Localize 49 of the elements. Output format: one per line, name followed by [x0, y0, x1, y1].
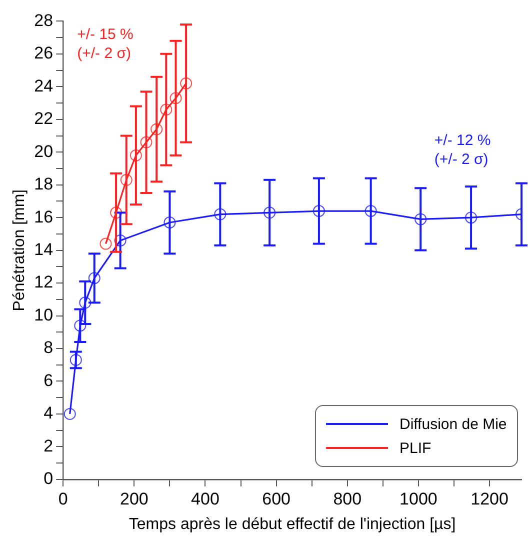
y-axis-title: Pénétration [mm]: [11, 189, 28, 312]
point: [364, 205, 377, 218]
y-tick-label: 2: [44, 436, 54, 456]
point: [180, 77, 192, 90]
y-tick-label: 24: [34, 76, 54, 96]
legend-label: PLIF: [400, 440, 432, 457]
y-tick-label: 0: [44, 469, 54, 488]
x-tick-label: 400: [191, 489, 220, 508]
point: [130, 149, 142, 162]
x-tick-label: 1000: [400, 489, 438, 508]
annotation: +/- 12 % (+/- 2 σ): [434, 132, 491, 168]
y-tick-label: 14: [34, 240, 54, 259]
point: [414, 213, 427, 226]
x-tick-label: 1200: [470, 489, 508, 508]
y-tick-label: 20: [34, 142, 54, 161]
y-tick-label: 4: [44, 404, 54, 423]
point: [465, 212, 478, 224]
x-tick-label: 200: [120, 489, 148, 508]
point: [214, 208, 226, 220]
y-tick-label: 16: [34, 207, 54, 226]
legend-label: Diffusion de Mie: [400, 416, 507, 433]
y-tick-label: 22: [34, 109, 54, 128]
y-tick-label: 10: [34, 305, 54, 324]
point: [79, 296, 92, 309]
x-tick-label: 800: [333, 489, 362, 508]
point: [140, 136, 152, 148]
x-axis-title: Temps après le début effectif de l'injection [µs]: [128, 516, 456, 533]
point: [88, 272, 100, 284]
annotation: +/- 15 % (+/- 2 σ): [77, 26, 134, 62]
point: [170, 92, 182, 104]
y-tick-label: 6: [44, 370, 54, 390]
point: [150, 123, 163, 136]
point: [120, 174, 132, 186]
point: [110, 206, 122, 219]
point: [160, 104, 172, 116]
point: [64, 408, 76, 420]
y-tick-label: 28: [34, 10, 54, 30]
x-tick-label: 0: [58, 489, 68, 508]
point: [74, 320, 86, 332]
point: [264, 206, 276, 219]
y-tick-label: 26: [34, 44, 54, 63]
y-tick-label: 8: [44, 338, 54, 358]
point: [164, 216, 176, 228]
point: [114, 234, 126, 246]
point: [100, 238, 112, 250]
x-tick-label: 600: [262, 489, 290, 508]
point: [312, 205, 325, 218]
y-tick-label: 12: [34, 272, 54, 292]
y-tick-label: 18: [34, 174, 54, 194]
